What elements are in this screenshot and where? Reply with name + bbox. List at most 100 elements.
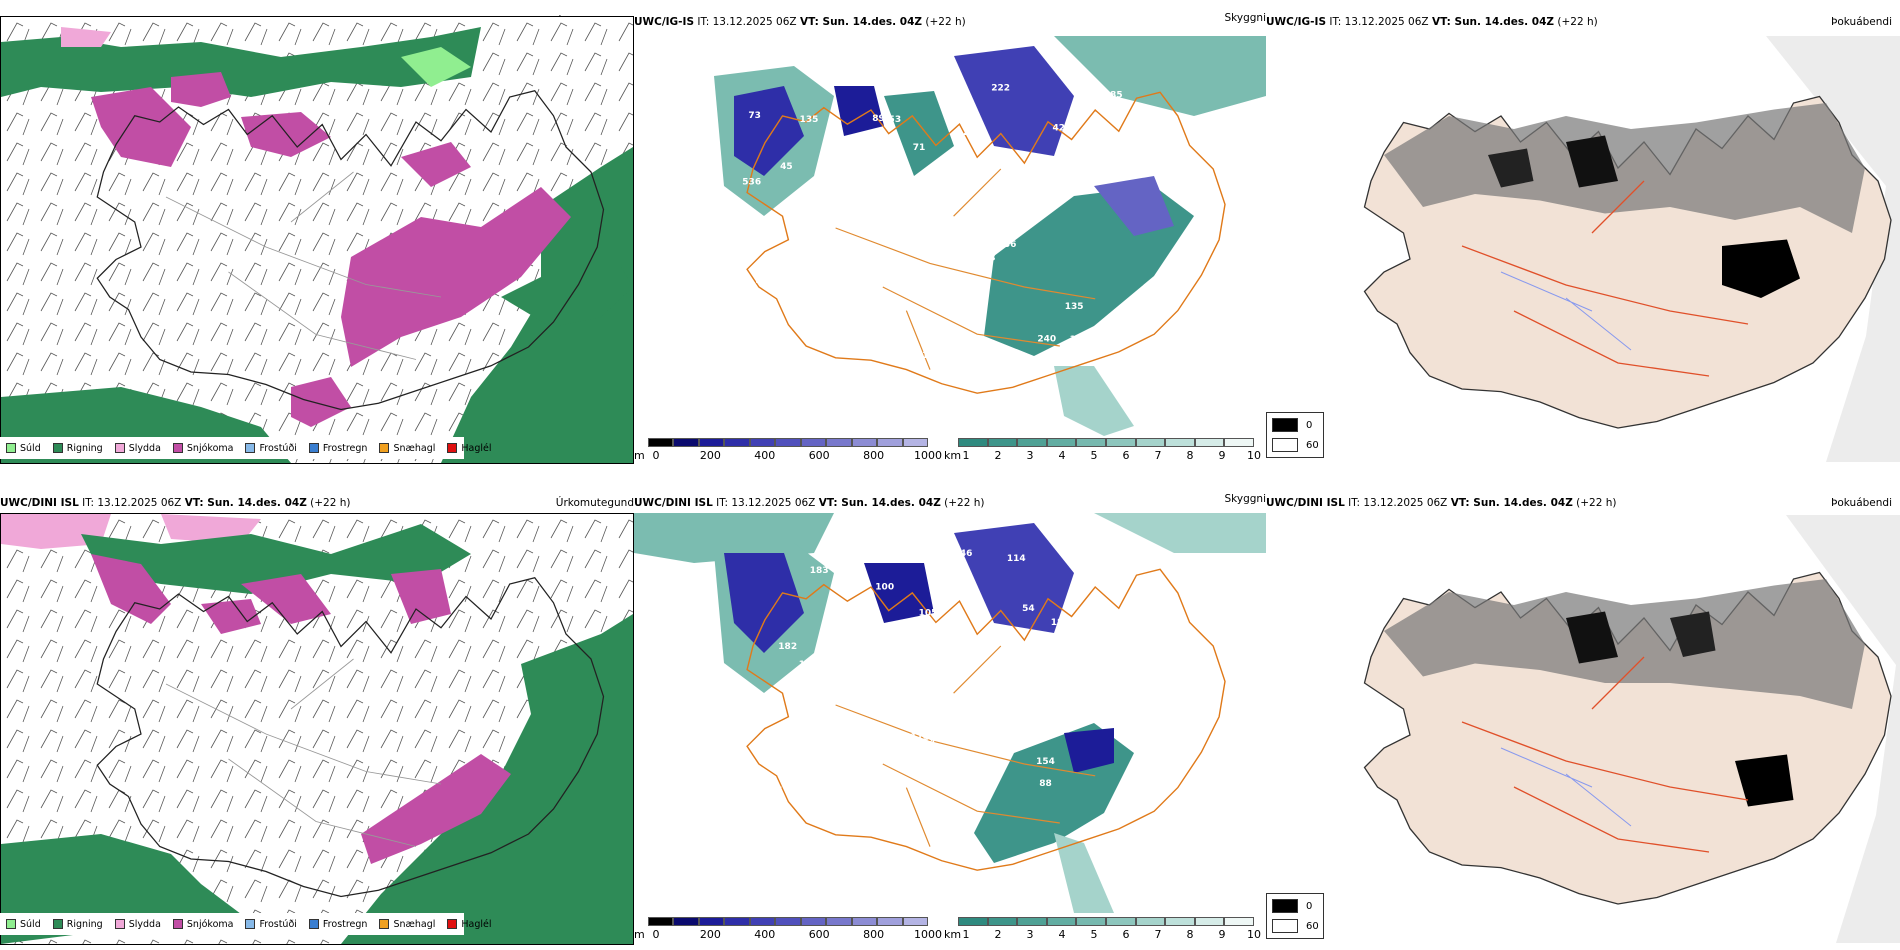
cloud-panel-row1: UWC/IG-IS IT: 13.12.2025 06Z VT: Sun. 14… (634, 12, 1266, 464)
fog-index-label: Þokuábendi (1831, 16, 1892, 28)
precip-legend: Súld Rigning Slydda Snjókoma Frostúði Fr… (0, 913, 492, 935)
scale-tick-label: 1000 (914, 928, 942, 941)
cloud-height-label: 27 (929, 185, 942, 195)
scale-swatch (1224, 917, 1254, 926)
cloud-height-label: 154 (1036, 757, 1055, 767)
cloud-height-label: 97 (977, 713, 990, 723)
scale-tick-label: 3 (1026, 449, 1034, 462)
cloud-height-label: 22 (744, 282, 757, 292)
legend-item: Súld (6, 919, 41, 930)
cloud-height-label: 422 (1053, 123, 1072, 133)
legend-item: Frostregn (308, 919, 367, 930)
cloud-height-label: 274 (1076, 142, 1095, 152)
height-unit: m (634, 449, 645, 462)
scale-tick-label: 1000 (914, 449, 942, 462)
scale-tick-label: 4 (1058, 928, 1066, 941)
scale-swatch (800, 438, 827, 447)
cloud-height-label: 156 (998, 240, 1017, 250)
cloud-height-label: 191 (1076, 101, 1095, 111)
cloud-height-label: 219 (963, 128, 982, 138)
cloud-height-label: 114 (911, 732, 930, 742)
cloud-height-label: 73 (748, 111, 761, 121)
scale-swatch (851, 917, 878, 926)
legend-item: Súld (6, 443, 41, 454)
fog-index-label: Þokuábendi (1831, 497, 1892, 509)
cloud-height-label: 105 (919, 609, 938, 619)
scale-swatch (1017, 438, 1047, 447)
scale-swatch (851, 438, 878, 447)
cloud-height-label: 240 (1037, 335, 1056, 345)
scale-swatch (1135, 438, 1166, 447)
cloud-height-label: 135 (1065, 302, 1084, 312)
cloud-height-label: 123 (1097, 152, 1116, 162)
scale-swatch (1194, 438, 1225, 447)
precip-panel-row1: UWC/IG-IS IT: 13.12.2025 06Z VT: Sun. 14… (0, 14, 634, 464)
legend-item: Frostúði (245, 919, 297, 930)
scale-tick-label: 4 (1058, 449, 1066, 462)
cloud-height-label: 104 (862, 209, 881, 219)
cloud-height-label: 374 (764, 786, 783, 796)
cloud-height-label: 37 (751, 715, 764, 725)
cloud-height-label: 159 (854, 780, 873, 790)
cloud-height-label: 96 (862, 549, 875, 559)
scale-swatch (826, 917, 852, 926)
scale-tick-label: 1 (962, 449, 970, 462)
scale-swatch (877, 917, 903, 926)
cloud-height-label: 89 (966, 238, 979, 248)
scale-swatch (1165, 917, 1195, 926)
cloud-map: 161 536 191 104 219 12 89 71 59 62 17 202 153 109 156 7… (634, 36, 1266, 436)
cloud-height-label: 202 (790, 309, 809, 319)
cloud-height-label: 100 (875, 583, 894, 593)
scale-swatch (724, 438, 750, 447)
scale-tick-label: 9 (1218, 449, 1226, 462)
cloud-height-label: 211 (801, 331, 820, 341)
precip-map (0, 513, 634, 945)
scale-tick-label: 6 (1122, 928, 1130, 941)
cloud-height-label: 59 (755, 276, 768, 286)
cloud-height-label: 60 (968, 265, 981, 275)
scale-tick-label: 10 (1247, 928, 1261, 941)
fog-panel-row2: UWC/DINI ISL IT: 13.12.2025 06Z VT: Sun.… (1266, 495, 1900, 945)
panel-title: UWC/IG-IS IT: 13.12.2025 06Z VT: Sun. 14… (634, 14, 1266, 30)
cloud-height-label: 19 (877, 306, 890, 316)
scale-swatch (902, 917, 928, 926)
scale-swatch (902, 438, 928, 447)
panel-title: UWC/DINI ISL IT: 13.12.2025 06Z VT: Sun.… (1266, 495, 1900, 511)
legend-item: Snæhagl (379, 443, 435, 454)
valid-time: VT: Sun. 14.des. 04Z (1431, 16, 1555, 28)
scale-swatch (1135, 917, 1166, 926)
cloud-height-label: 152 (921, 666, 940, 676)
fog-map (1266, 515, 1900, 943)
scale-tick-label: 400 (754, 928, 776, 941)
init-time: IT: 13.12.2025 06Z (82, 497, 182, 509)
scale-swatch (775, 917, 801, 926)
precip-map (0, 16, 634, 464)
panel-title: UWC/IG-IS IT: 13.12.2025 06Z VT: Sun. 14… (1266, 14, 1900, 30)
cloud-height-label: 205 (730, 341, 749, 351)
legend-item: Frostúði (245, 443, 297, 454)
cloud-height-label: 85 (955, 789, 968, 799)
scale-swatch (1017, 917, 1047, 926)
cloud-height-label: 271 (903, 653, 922, 663)
lead-time: (+22 h) (925, 16, 966, 28)
cloud-height-label: 85 (994, 632, 1007, 642)
cloud-height-label: 182 (778, 642, 797, 652)
legend-item: Snæhagl (379, 919, 435, 930)
scale-tick-label: 7 (1154, 928, 1162, 941)
scale-swatch (698, 917, 725, 926)
visibility-unit: km (944, 449, 962, 462)
cloud-height-label: 108 (1113, 168, 1132, 178)
cloud-height-label: 242 (928, 176, 947, 186)
scale-tick-label: 600 (808, 928, 830, 941)
scale-swatch (1105, 438, 1136, 447)
scale-tick-label: 800 (863, 449, 885, 462)
scale-swatch (958, 917, 988, 926)
fog-panel-row1: UWC/IG-IS IT: 13.12.2025 06Z VT: Sun. 14… (1266, 14, 1900, 464)
cloud-height-label: 45 (780, 162, 793, 172)
scale-tick-label: 200 (699, 449, 721, 462)
visibility-label: Skyggni (1224, 12, 1267, 24)
lead-time: (+22 h) (1557, 16, 1598, 28)
scale-tick-label: 0 (652, 928, 660, 941)
legend-item: Haglél (447, 919, 492, 930)
cloud-map: 374 114 183 54 54 18 129 220 187 85 70 141 194 12 387 9… (634, 513, 1266, 913)
